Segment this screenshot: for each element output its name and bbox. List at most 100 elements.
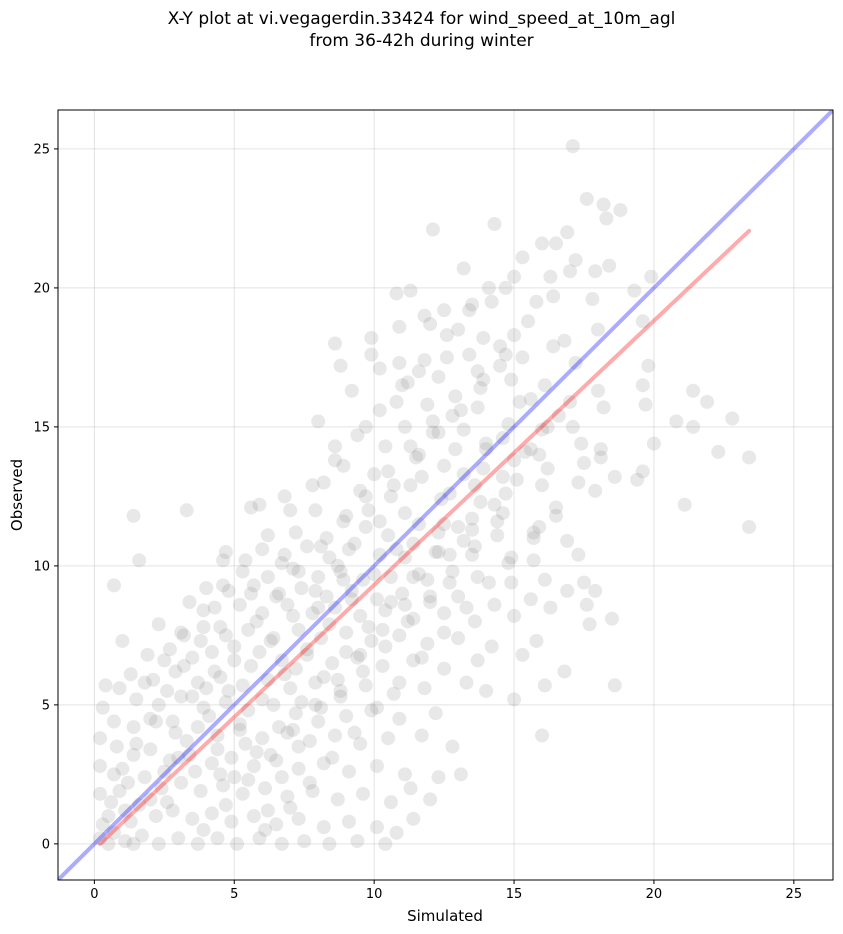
- axis-ticks: 0 5 10 15 20 25 0 5 10 15 20 25: [33, 142, 802, 902]
- data-point: [535, 728, 550, 743]
- data-point: [300, 539, 315, 554]
- data-point: [588, 483, 603, 498]
- x-tick-label: 25: [786, 887, 803, 902]
- data-point: [241, 622, 256, 637]
- data-point: [448, 442, 463, 457]
- data-point: [106, 825, 121, 840]
- data-point: [470, 570, 485, 585]
- data-point: [473, 380, 488, 395]
- data-point: [590, 322, 605, 337]
- data-point: [627, 283, 642, 298]
- data-point: [439, 350, 454, 365]
- data-point: [613, 203, 628, 218]
- data-point: [509, 472, 524, 487]
- data-point: [451, 519, 466, 534]
- data-point: [392, 319, 407, 334]
- data-point: [386, 686, 401, 701]
- fit-line: [97, 228, 752, 846]
- data-point: [638, 397, 653, 412]
- data-point: [487, 216, 502, 231]
- data-point: [400, 375, 415, 390]
- data-point: [132, 553, 147, 568]
- data-point: [235, 564, 250, 579]
- data-point: [210, 742, 225, 757]
- data-point: [280, 597, 295, 612]
- data-point: [635, 314, 650, 329]
- data-point: [579, 191, 594, 206]
- data-point: [327, 336, 342, 351]
- data-point: [434, 492, 449, 507]
- data-point: [414, 650, 429, 665]
- data-point: [244, 586, 259, 601]
- data-point: [599, 211, 614, 226]
- data-point: [241, 703, 256, 718]
- data-point: [417, 681, 432, 696]
- data-point: [495, 469, 510, 484]
- data-point: [669, 414, 684, 429]
- grid: [58, 110, 833, 880]
- data-point: [417, 353, 432, 368]
- data-point: [571, 547, 586, 562]
- data-point: [269, 817, 284, 832]
- data-point: [588, 583, 603, 598]
- data-point: [529, 294, 544, 309]
- data-point: [120, 775, 135, 790]
- data-point: [165, 714, 180, 729]
- data-point: [355, 786, 370, 801]
- data-point: [280, 789, 295, 804]
- data-point: [207, 664, 222, 679]
- data-point: [428, 706, 443, 721]
- data-point: [132, 797, 147, 812]
- data-point: [165, 803, 180, 818]
- data-point: [171, 750, 186, 765]
- data-point: [244, 500, 259, 515]
- data-point: [568, 355, 583, 370]
- data-point: [322, 550, 337, 565]
- data-point: [560, 533, 575, 548]
- data-point: [437, 625, 452, 640]
- data-point: [291, 739, 306, 754]
- data-point: [406, 611, 421, 626]
- data-point: [196, 603, 211, 618]
- data-point: [327, 453, 342, 468]
- data-point: [255, 542, 270, 557]
- data-point: [339, 708, 354, 723]
- data-point: [467, 478, 482, 493]
- data-point: [333, 358, 348, 373]
- data-point: [336, 572, 351, 587]
- data-point: [123, 814, 138, 829]
- data-point: [596, 400, 611, 415]
- data-point: [439, 328, 454, 343]
- data-point: [437, 661, 452, 676]
- y-tick-label: 5: [42, 698, 50, 713]
- x-axis-label: Simulated: [407, 907, 483, 925]
- data-point: [358, 678, 373, 693]
- data-point: [479, 436, 494, 451]
- data-point: [425, 425, 440, 440]
- data-point: [423, 595, 438, 610]
- data-point: [389, 542, 404, 557]
- data-point: [193, 784, 208, 799]
- data-point: [546, 289, 561, 304]
- data-point: [143, 711, 158, 726]
- data-point: [456, 533, 471, 548]
- data-point: [353, 483, 368, 498]
- data-point: [411, 567, 426, 582]
- data-point: [465, 511, 480, 526]
- data-point: [347, 725, 362, 740]
- data-point: [540, 419, 555, 434]
- data-point: [397, 506, 412, 521]
- data-point: [358, 519, 373, 534]
- data-point: [479, 442, 494, 457]
- data-point: [423, 589, 438, 604]
- data-point: [512, 394, 527, 409]
- data-point: [389, 825, 404, 840]
- data-point: [372, 514, 387, 529]
- data-point: [378, 439, 393, 454]
- data-point: [294, 695, 309, 710]
- data-point: [585, 292, 600, 307]
- data-point: [515, 350, 530, 365]
- data-point: [535, 422, 550, 437]
- data-point: [196, 700, 211, 715]
- data-point: [364, 347, 379, 362]
